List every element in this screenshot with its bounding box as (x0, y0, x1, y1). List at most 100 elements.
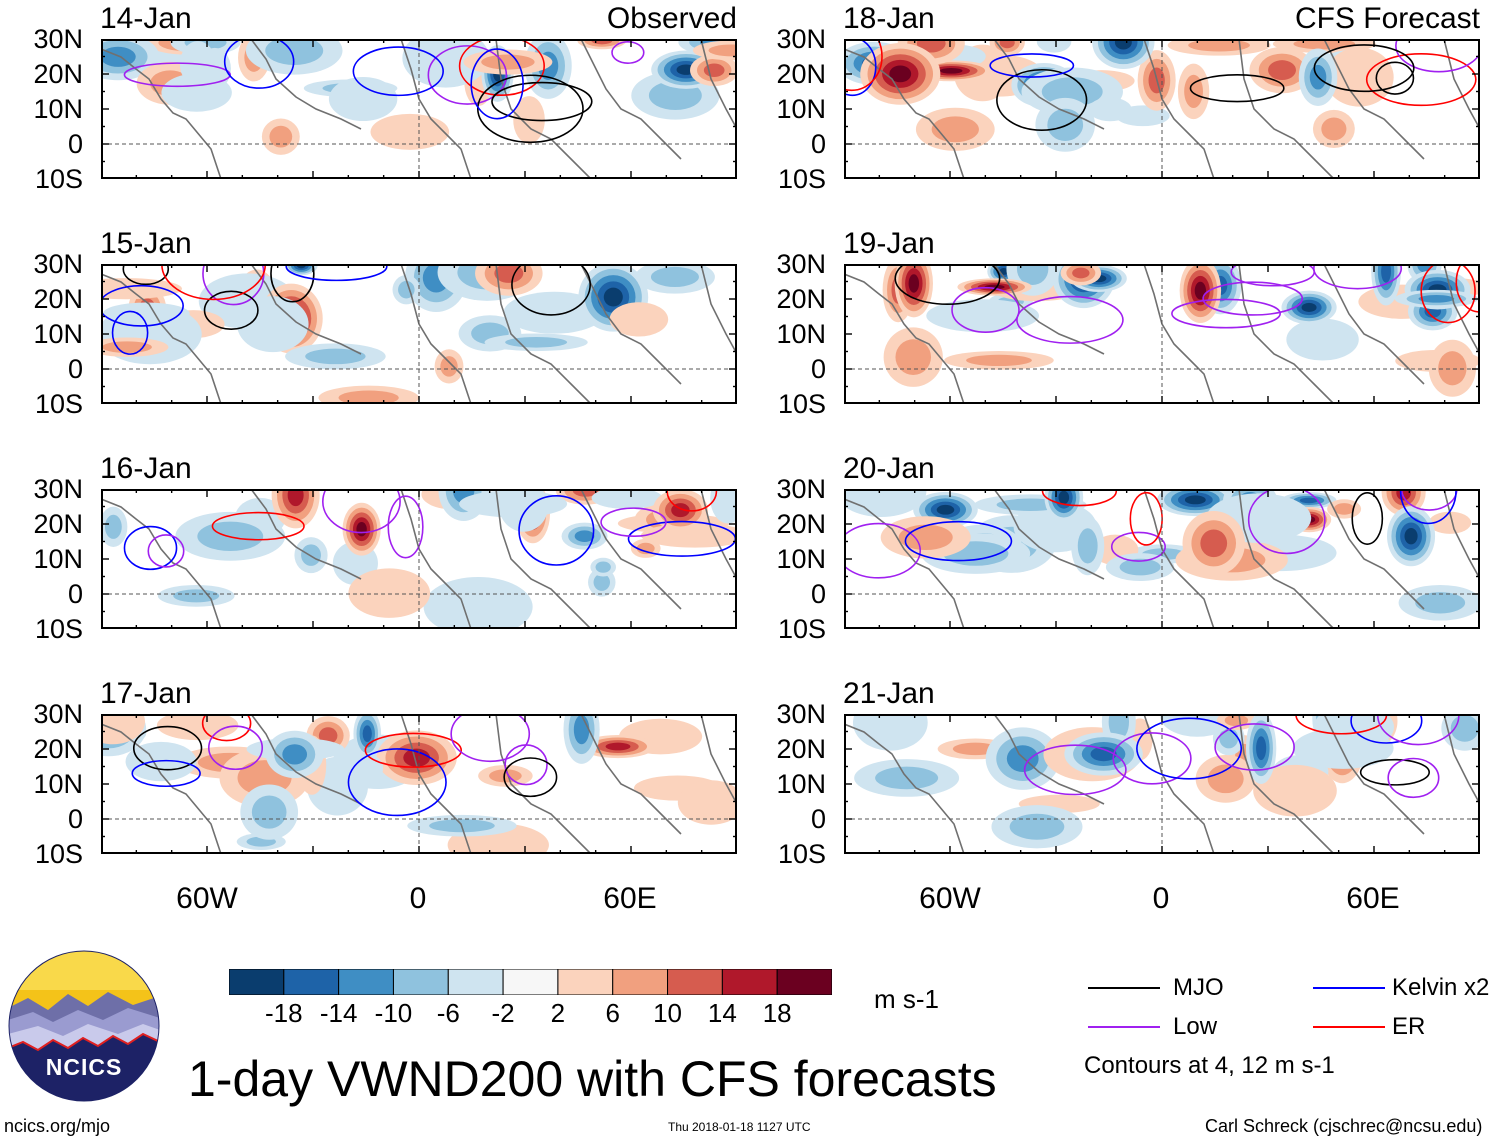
anomaly-contour (574, 530, 595, 542)
main-title: 1-day VWND200 with CFS forecasts (188, 1051, 997, 1107)
anomaly-contour (305, 348, 366, 365)
er-contour (1129, 491, 1163, 546)
legend-er-label: ER (1392, 1013, 1426, 1040)
legend-kelvin-line (1313, 987, 1385, 989)
anomaly-contour (1088, 97, 1132, 122)
panel-date-14-jan: 14-Jan (100, 2, 192, 35)
lat-label: 30N (776, 474, 826, 504)
anomaly-contour (1047, 108, 1084, 141)
coastlines (101, 264, 737, 404)
map-panel-20-jan (844, 489, 1480, 629)
mjo-contour (132, 725, 203, 771)
anomaly-contour (889, 65, 912, 83)
mjo-contour (491, 81, 593, 122)
anomaly-contour (650, 266, 699, 287)
kelvin-contour (1136, 717, 1243, 780)
anomaly-contour (1200, 529, 1228, 558)
anomaly-contour (1333, 503, 1355, 515)
anomaly-contour (1036, 39, 1072, 53)
anomaly-contour (1321, 117, 1347, 141)
lat-label: 10N (776, 544, 826, 574)
anomaly-contour (348, 568, 431, 618)
anomaly-contour (1058, 490, 1070, 505)
anomaly-contour (852, 714, 928, 751)
anomaly-contour (1324, 47, 1394, 107)
anomaly-contour (356, 521, 367, 537)
kelvin-contour (518, 495, 595, 566)
anomaly-contour (1184, 74, 1203, 109)
low-contour (1023, 744, 1127, 796)
colorbar-swatch (392, 968, 449, 996)
lat-label: 10S (34, 839, 83, 869)
colorbar-swatches (228, 968, 833, 996)
anomaly-contour (609, 302, 669, 337)
lat-label: 10N (33, 769, 83, 799)
anomaly-contour (101, 714, 146, 745)
map-panel-15-jan (101, 264, 737, 404)
lat-label: 0 (810, 129, 826, 159)
lat-label: 20N (33, 734, 83, 764)
anomaly-contour (966, 354, 1032, 366)
anomaly-contour (423, 576, 533, 629)
lat-label: 0 (67, 579, 83, 609)
low-contour (1202, 281, 1304, 316)
lat-label: 0 (810, 354, 826, 384)
lat-label: 30N (33, 474, 83, 504)
lat-label: 30N (776, 24, 826, 54)
vwnd-map (101, 264, 737, 404)
colorbar-swatch (612, 968, 669, 996)
kelvin-contour (131, 759, 201, 788)
lat-label: 10S (777, 389, 826, 419)
anomaly-contour (605, 742, 631, 751)
footer-url[interactable]: ncics.org/mjo (4, 1116, 111, 1136)
anomaly-contour (125, 741, 197, 782)
kelvin-contour (223, 39, 295, 89)
ncics-logo-icon (8, 950, 160, 1102)
legend-mjo-label: MJO (1173, 974, 1224, 1001)
low-contour (1016, 295, 1124, 344)
lat-label: 10S (777, 839, 826, 869)
anomaly-contour (1415, 592, 1466, 614)
lat-label: 30N (776, 699, 826, 729)
map-panel-14-jan (101, 39, 737, 179)
lat-label: 20N (776, 734, 826, 764)
lat-label: 0 (67, 804, 83, 834)
anomaly-contour (939, 67, 963, 74)
kelvin-contour (123, 525, 178, 571)
panel-date-21-jan: 21-Jan (843, 677, 935, 710)
anomaly-contour (1188, 39, 1250, 52)
vwnd-map (101, 489, 737, 629)
low-contour (322, 489, 401, 534)
low-contour (1230, 264, 1315, 287)
anomaly-contour (593, 573, 611, 591)
kelvin-contour (101, 284, 184, 327)
anomaly-contour (269, 125, 293, 148)
mjo-contour (503, 757, 558, 798)
colorbar-swatch (447, 968, 504, 996)
anomaly-contour (236, 296, 309, 353)
anomaly-contour (573, 714, 590, 745)
lat-label: 30N (33, 699, 83, 729)
anomaly-contour (440, 356, 458, 377)
low-contour (951, 286, 1020, 334)
panel-date-18-jan: 18-Jan (843, 2, 935, 35)
mjo-contour (1351, 492, 1384, 545)
colorbar-units: m s-1 (874, 984, 939, 1014)
ncics-logo: NCICS (8, 950, 160, 1102)
panel-date-16-jan: 16-Jan (100, 452, 192, 485)
mjo-contour (203, 290, 259, 330)
er-contour (364, 732, 463, 768)
colorbar-swatch (667, 968, 723, 996)
lat-label: 20N (33, 59, 83, 89)
x-label-60w-left: 60W (176, 882, 238, 915)
vwnd-map (101, 39, 737, 179)
anomaly-contour (481, 54, 535, 70)
anomaly-contour (1381, 264, 1391, 283)
legend-er-line (1313, 1026, 1385, 1028)
anomaly-contour (1160, 714, 1235, 737)
anomaly-contour (1184, 495, 1206, 505)
lat-label: 30N (776, 249, 826, 279)
coastlines (844, 264, 1480, 404)
anomaly-contour (999, 39, 1015, 49)
colorbar-swatch (721, 968, 778, 996)
